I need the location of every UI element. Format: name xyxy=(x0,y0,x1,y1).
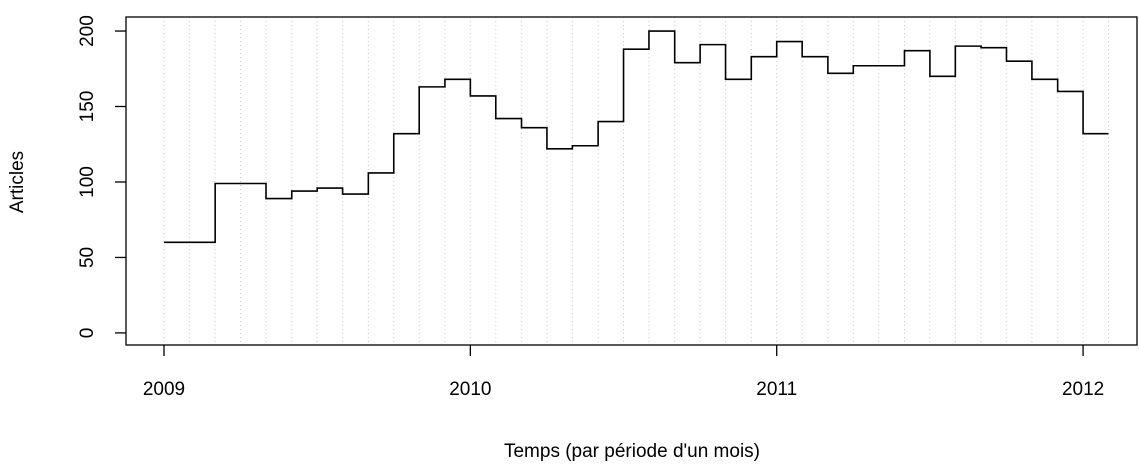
y-tick-label: 200 xyxy=(77,15,98,47)
x-tick-label: 2009 xyxy=(143,379,185,400)
y-tick-label: 0 xyxy=(77,328,98,339)
y-tick-label: 100 xyxy=(77,166,98,198)
y-tick-label: 150 xyxy=(77,91,98,123)
y-axis-label: Articles xyxy=(7,151,28,213)
plot-frame xyxy=(125,16,1138,346)
x-tick-label: 2010 xyxy=(449,379,491,400)
x-tick-label: 2011 xyxy=(756,379,797,400)
x-axis-label: Temps (par période d'un mois) xyxy=(504,441,760,462)
y-tick-label: 50 xyxy=(77,247,98,268)
x-tick-label: 2012 xyxy=(1062,379,1104,400)
step-line xyxy=(163,30,1109,244)
